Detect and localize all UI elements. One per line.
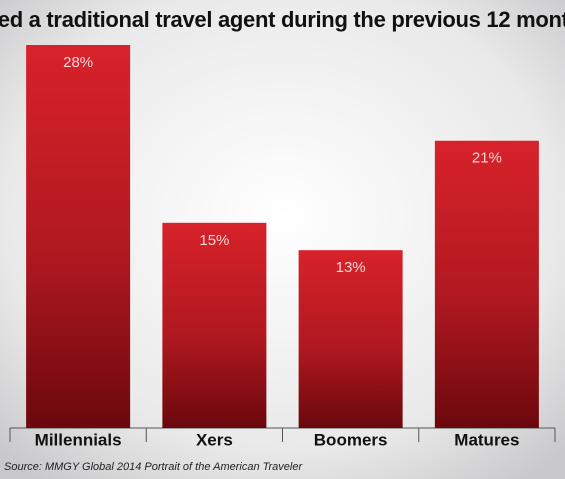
chart-title: Used a traditional travel agent during t…: [0, 7, 565, 32]
x-tick-label: Millennials: [35, 430, 122, 449]
source-note: Source: MMGY Global 2014 Portrait of the…: [4, 461, 303, 473]
bar: [26, 45, 131, 428]
x-tick-label: Xers: [196, 430, 233, 449]
bar: [434, 140, 539, 428]
bar: [298, 250, 403, 428]
x-tick-label: Matures: [454, 430, 519, 449]
value-label: 21%: [472, 150, 502, 167]
value-label: 13%: [336, 259, 366, 276]
value-label: 15%: [199, 232, 229, 249]
value-label: 28%: [63, 54, 93, 71]
bar: [162, 222, 267, 428]
x-tick-label: Boomers: [314, 430, 388, 449]
